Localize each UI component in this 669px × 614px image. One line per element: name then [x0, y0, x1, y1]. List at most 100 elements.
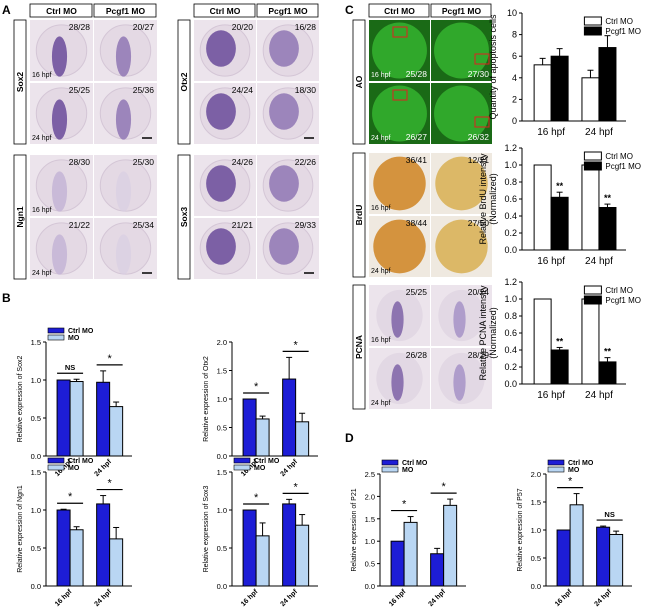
y-tick-label: 0.5 — [365, 560, 375, 569]
column-header-mo: Pcgf1 MO — [106, 6, 146, 16]
legend-label: MO — [68, 465, 80, 472]
y-tick-label: 0.4 — [504, 211, 517, 221]
legend-label: Pcgf1 MO — [605, 27, 641, 36]
y-tick-label: 0.8 — [504, 177, 517, 187]
x-tick-label: 24 hpf — [585, 390, 613, 401]
y-tick-label: 0.5 — [31, 414, 41, 423]
column-header-box — [29, 3, 93, 18]
count-label: 20/20 — [232, 22, 254, 32]
expression-domain — [206, 228, 236, 265]
count-label: 25/36 — [133, 85, 155, 95]
bar-chart: 0 2 4 6 8 10 Quantity of apoptosis cells 16 hpf… — [488, 8, 641, 138]
column-header-box — [430, 3, 492, 18]
x-tick-label: 24 hpf — [94, 588, 114, 608]
bar — [550, 196, 569, 251]
bar-chart: 0.0 0.5 1.0 1.5 Relative expression of Sox3 1… — [203, 457, 318, 608]
roi-box — [474, 116, 490, 128]
legend-swatch — [47, 457, 65, 464]
y-tick-label: 0.4 — [504, 345, 517, 355]
x-tick-label: 16 hpf — [54, 588, 74, 608]
count-label: 38/44 — [406, 218, 428, 228]
bar — [255, 535, 270, 587]
panel-label-c: C — [345, 3, 354, 17]
y-tick-label: 1.0 — [365, 537, 375, 546]
count-label: 26/32 — [468, 132, 490, 142]
bar-chart: 0.0 0.5 1.0 1.5 Relative expression of Ngn1 1… — [17, 457, 132, 608]
y-tick-label: 2.0 — [531, 470, 541, 479]
x-tick-label: 16 hpf — [537, 256, 565, 267]
legend-label: Ctrl MO — [254, 458, 280, 465]
significance-mark: * — [293, 339, 298, 351]
y-tick-label: 1.0 — [531, 526, 541, 535]
embryo-shape — [372, 85, 427, 142]
y-tick-label: 1.0 — [31, 376, 41, 385]
expression-domain — [115, 36, 132, 77]
y-axis-label: Relative expression of Sox3 — [203, 486, 210, 573]
y-axis-label: Relative expression of P57 — [517, 488, 524, 571]
stage-label: 24 hpf — [32, 270, 52, 277]
y-tick-label: 0.0 — [504, 245, 517, 255]
significance-mark: ** — [604, 347, 612, 357]
significance-mark: * — [293, 481, 298, 493]
significance-mark: * — [107, 353, 112, 365]
bar — [581, 77, 600, 122]
gene-label: Otx2 — [179, 72, 189, 91]
embryo-shape — [434, 85, 489, 142]
y-tick-label: 2 — [512, 94, 517, 104]
bar — [390, 540, 405, 587]
count-label: 25/25 — [406, 287, 428, 297]
expression-domain — [391, 364, 404, 401]
stain-label: BrdU — [354, 205, 364, 226]
legend-swatch — [47, 464, 65, 471]
y-tick-label: 8 — [512, 30, 517, 40]
count-label: 28/28 — [69, 22, 91, 32]
y-tick-label: 1.5 — [31, 468, 41, 477]
image-grid: Ctrl MO Pcgf1 MO Sox2 28/28 16 hpf 20/27 25/25… — [13, 3, 157, 145]
stage-label: 16 hpf — [371, 72, 391, 79]
expression-domain — [453, 301, 466, 338]
row-label-box — [352, 152, 366, 278]
bar — [56, 379, 71, 457]
count-label: 27/30 — [468, 69, 490, 79]
roi-box — [392, 26, 408, 38]
legend-label: Ctrl MO — [68, 458, 94, 465]
significance-mark: NS — [65, 363, 75, 372]
bar — [403, 521, 418, 587]
legend-swatch — [381, 459, 399, 466]
embryo-shape — [372, 22, 427, 79]
gene-label: Sox2 — [15, 72, 25, 93]
bar — [598, 207, 617, 251]
column-header-ctrl: Ctrl MO — [46, 6, 77, 16]
x-tick-label: 16 hpf — [537, 127, 565, 138]
stage-label: 16 hpf — [371, 337, 391, 344]
count-label: 18/30 — [295, 85, 317, 95]
y-axis-label: Relative expression of Otx2 — [203, 356, 210, 442]
embryo-shape — [373, 219, 426, 274]
expression-domain — [115, 171, 132, 212]
y-tick-label: 0.0 — [365, 582, 375, 591]
legend-label: Ctrl MO — [568, 460, 594, 467]
expression-domain — [51, 36, 68, 77]
bar — [533, 64, 552, 122]
y-tick-label: 0.0 — [217, 452, 227, 461]
x-tick-label: 24 hpf — [428, 588, 448, 608]
expression-domain — [206, 165, 236, 202]
count-label: 25/34 — [133, 220, 155, 230]
bar — [69, 529, 84, 587]
x-tick-label: 24 hpf — [585, 256, 613, 267]
legend-swatch — [583, 285, 602, 295]
stain-label: AO — [354, 75, 364, 88]
bar-chart: 0.0 0.5 1.0 1.5 2.0 Relative expression of Ot… — [203, 338, 318, 478]
row-label-box — [13, 19, 27, 145]
stage-label: 24 hpf — [371, 400, 391, 407]
panel-label-d: D — [345, 431, 354, 445]
y-tick-label: 0.2 — [504, 362, 517, 372]
y-tick-label: 0.5 — [217, 544, 227, 553]
bar — [109, 406, 124, 457]
expression-domain — [206, 93, 236, 130]
y-axis-label: Quantity of apoptosis cells — [488, 14, 498, 120]
row-label-box — [177, 154, 191, 280]
count-label: 29/33 — [295, 220, 317, 230]
count-label: 27/50 — [468, 218, 490, 228]
count-label: 20/27 — [133, 22, 155, 32]
